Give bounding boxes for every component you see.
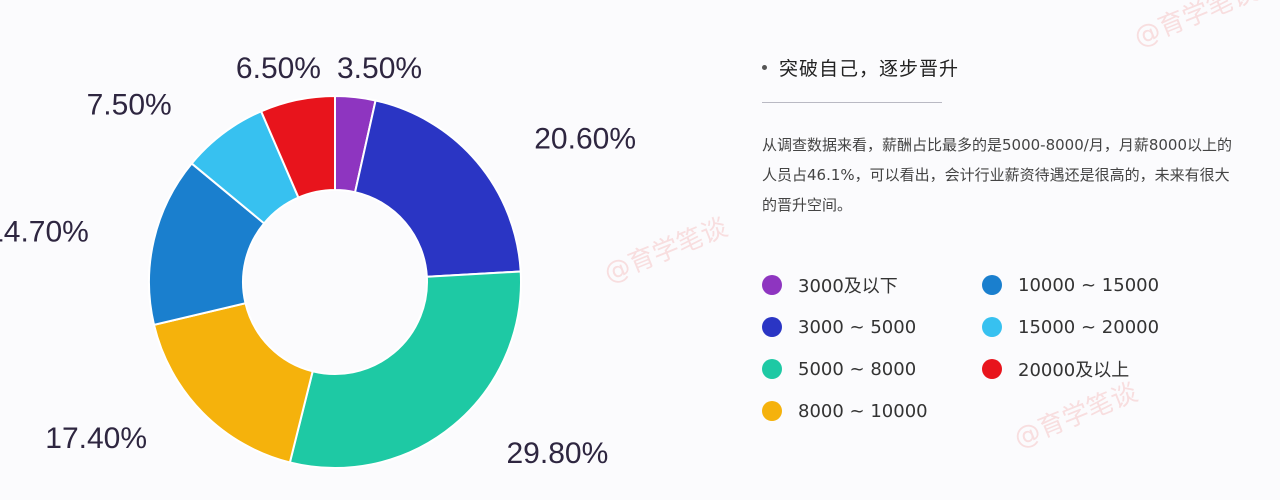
legend-item: 10000 ~ 15000 [982, 272, 1159, 298]
legend-item: 3000 ~ 5000 [762, 314, 916, 340]
heading-divider [762, 102, 942, 103]
legend-label: 5000 ~ 8000 [798, 358, 917, 380]
slice-percent-label: 3.50% [337, 52, 422, 85]
panel-heading-text: 突破自己，逐步晋升 [779, 58, 960, 80]
donut-chart: 3.50% 20.60% 29.80% 17.40% 14.70% 7.50% 6.50% [0, 52, 636, 470]
slice-percent-label: 20.60% [534, 122, 636, 155]
legend-item: 3000及以下 [762, 272, 898, 298]
slice-percent-label: 29.80% [507, 437, 609, 470]
donut-slices [148, 94, 522, 469]
legend-swatch [982, 317, 1002, 337]
legend-label: 3000 ~ 5000 [798, 316, 917, 338]
slice-percent-label: 7.50% [87, 88, 172, 121]
bullet-dot-icon [762, 65, 767, 70]
legend-item: 20000及以上 [982, 356, 1129, 382]
legend-swatch [762, 359, 782, 379]
legend-label: 15000 ~ 20000 [1018, 316, 1160, 338]
legend-label: 10000 ~ 15000 [1018, 274, 1160, 296]
legend-swatch [982, 275, 1002, 295]
donut-slice [148, 162, 266, 327]
donut-slice [259, 94, 336, 199]
donut-slice [353, 99, 522, 278]
panel-description: 从调查数据来看，薪酬占比最多的是5000-8000/月，月薪8000以上的人员占… [762, 136, 1232, 214]
legend-swatch [982, 359, 1002, 379]
donut-slice [152, 301, 314, 464]
legend-label: 8000 ~ 10000 [798, 400, 928, 422]
legend-item: 5000 ~ 8000 [762, 356, 916, 382]
legend-item: 15000 ~ 20000 [982, 314, 1159, 340]
slice-percent-label: 17.40% [45, 422, 147, 455]
donut-slice [288, 270, 522, 469]
info-panel: 突破自己，逐步晋升 从调查数据来看，薪酬占比最多的是5000-8000/月，月薪… [740, 40, 1260, 480]
legend-item: 8000 ~ 10000 [762, 398, 928, 424]
legend-swatch [762, 275, 782, 295]
panel-heading: 突破自己，逐步晋升 [762, 54, 959, 81]
legend-swatch [762, 401, 782, 421]
legend-label: 3000及以下 [798, 276, 898, 297]
slice-labels: 3.50% 20.60% 29.80% 17.40% 14.70% 7.50% 6.50% [0, 52, 636, 470]
slice-percent-label: 14.70% [0, 216, 89, 249]
legend-label: 20000及以上 [1018, 360, 1130, 381]
legend-swatch [762, 317, 782, 337]
legend: 3000及以下 3000 ~ 5000 5000 ~ 8000 8000 ~ 1… [762, 272, 1242, 442]
slice-percent-label: 6.50% [236, 52, 321, 85]
